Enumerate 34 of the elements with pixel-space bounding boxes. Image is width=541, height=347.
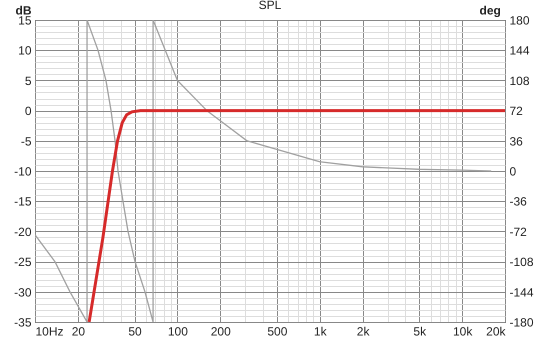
y2-tick-label: 0 <box>510 164 516 178</box>
x-tick-label: 50 <box>128 324 142 338</box>
x-tick-label: 20 <box>72 324 86 338</box>
y-tick-label: 0 <box>24 104 32 118</box>
y2-tick-label: 144 <box>510 44 530 58</box>
x-tick-label: 2k <box>356 324 370 338</box>
y-tick-label: 5 <box>24 74 32 88</box>
y-tick-label: -10 <box>14 164 32 178</box>
x-tick-label: 500 <box>267 324 288 338</box>
y-tick-label: -5 <box>20 134 32 148</box>
x-tick-label: 10Hz <box>36 324 64 338</box>
x-tick-label: 200 <box>210 324 232 338</box>
y2-tick-label: -72 <box>510 224 528 239</box>
chart-title: SPL <box>258 0 282 12</box>
x-tick-label: 5k <box>413 324 428 338</box>
y2-tick-label: 72 <box>510 104 524 118</box>
y2-tick-label: -144 <box>510 285 534 300</box>
y-tick-label: -30 <box>14 285 32 300</box>
y-tick-label: -25 <box>14 255 32 270</box>
y-tick-label: -20 <box>14 224 32 239</box>
y2-axis-title: deg <box>480 4 501 18</box>
y2-tick-label: -180 <box>510 316 534 330</box>
x-tick-label: 1k <box>314 324 328 338</box>
x-tick-label: 10k <box>452 324 474 338</box>
y2-tick-label: 108 <box>510 74 530 88</box>
x-tick-label: 20k <box>486 324 506 338</box>
y-tick-label: -15 <box>14 194 32 209</box>
y2-tick-label: -36 <box>510 194 528 209</box>
y2-tick-label: 36 <box>510 134 524 148</box>
y2-tick-label: 180 <box>510 14 530 28</box>
y-tick-label: 10 <box>18 44 32 58</box>
y-tick-label: -35 <box>14 316 32 330</box>
x-tick-label: 100 <box>168 324 188 338</box>
y2-tick-label: -108 <box>510 255 534 270</box>
